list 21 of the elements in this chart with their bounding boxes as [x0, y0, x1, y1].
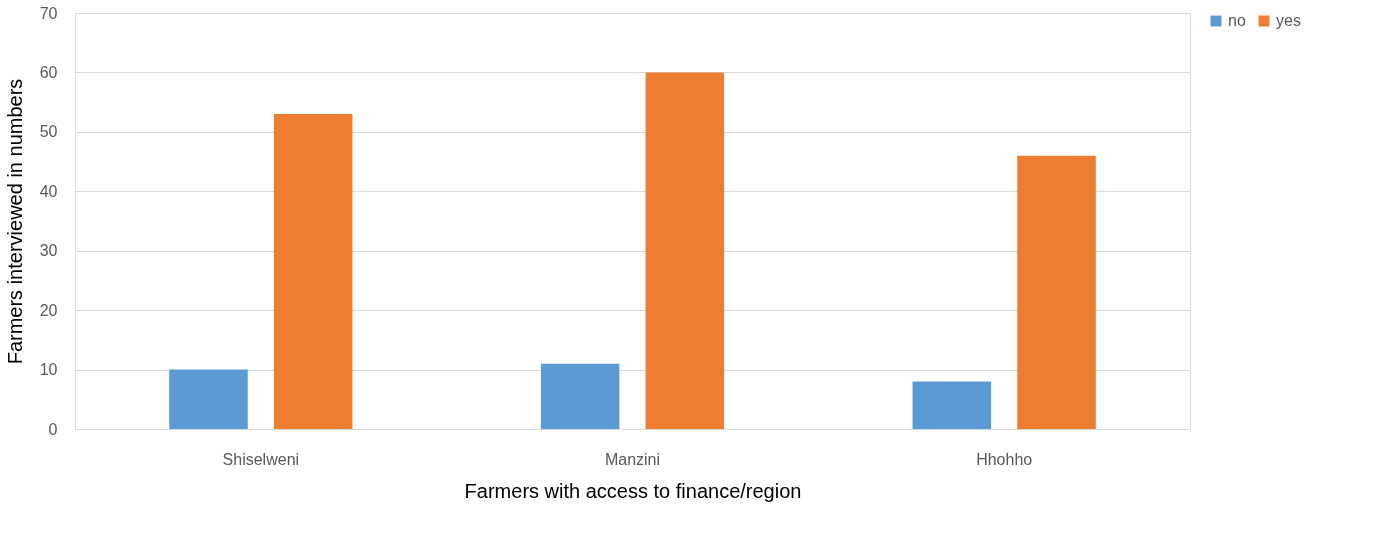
y-tick-label: 30	[39, 242, 58, 260]
legend-label: yes	[1276, 12, 1301, 29]
y-axis-title: Farmers interviewed in numbers	[3, 78, 26, 365]
x-axis-title: Farmers with access to finance/region	[464, 479, 802, 502]
x-tick-label: Manzini	[604, 450, 661, 468]
bar	[1017, 155, 1096, 429]
y-tick-label: 60	[39, 63, 58, 81]
y-tick-label: 20	[39, 301, 58, 319]
y-tick-label: 0	[48, 420, 58, 438]
bar	[912, 381, 992, 429]
y-tick-label: 70	[39, 4, 58, 22]
y-tick-label: 40	[39, 182, 58, 200]
bar	[273, 114, 353, 429]
x-tick-label: Shiselweni	[222, 450, 300, 468]
bar	[540, 363, 620, 429]
legend-label: no	[1228, 12, 1246, 29]
y-tick-label: 50	[39, 123, 58, 141]
x-tick-label: Hhohho	[976, 450, 1033, 468]
bar	[645, 72, 725, 429]
bar	[169, 369, 248, 429]
y-tick-label: 10	[39, 361, 58, 379]
